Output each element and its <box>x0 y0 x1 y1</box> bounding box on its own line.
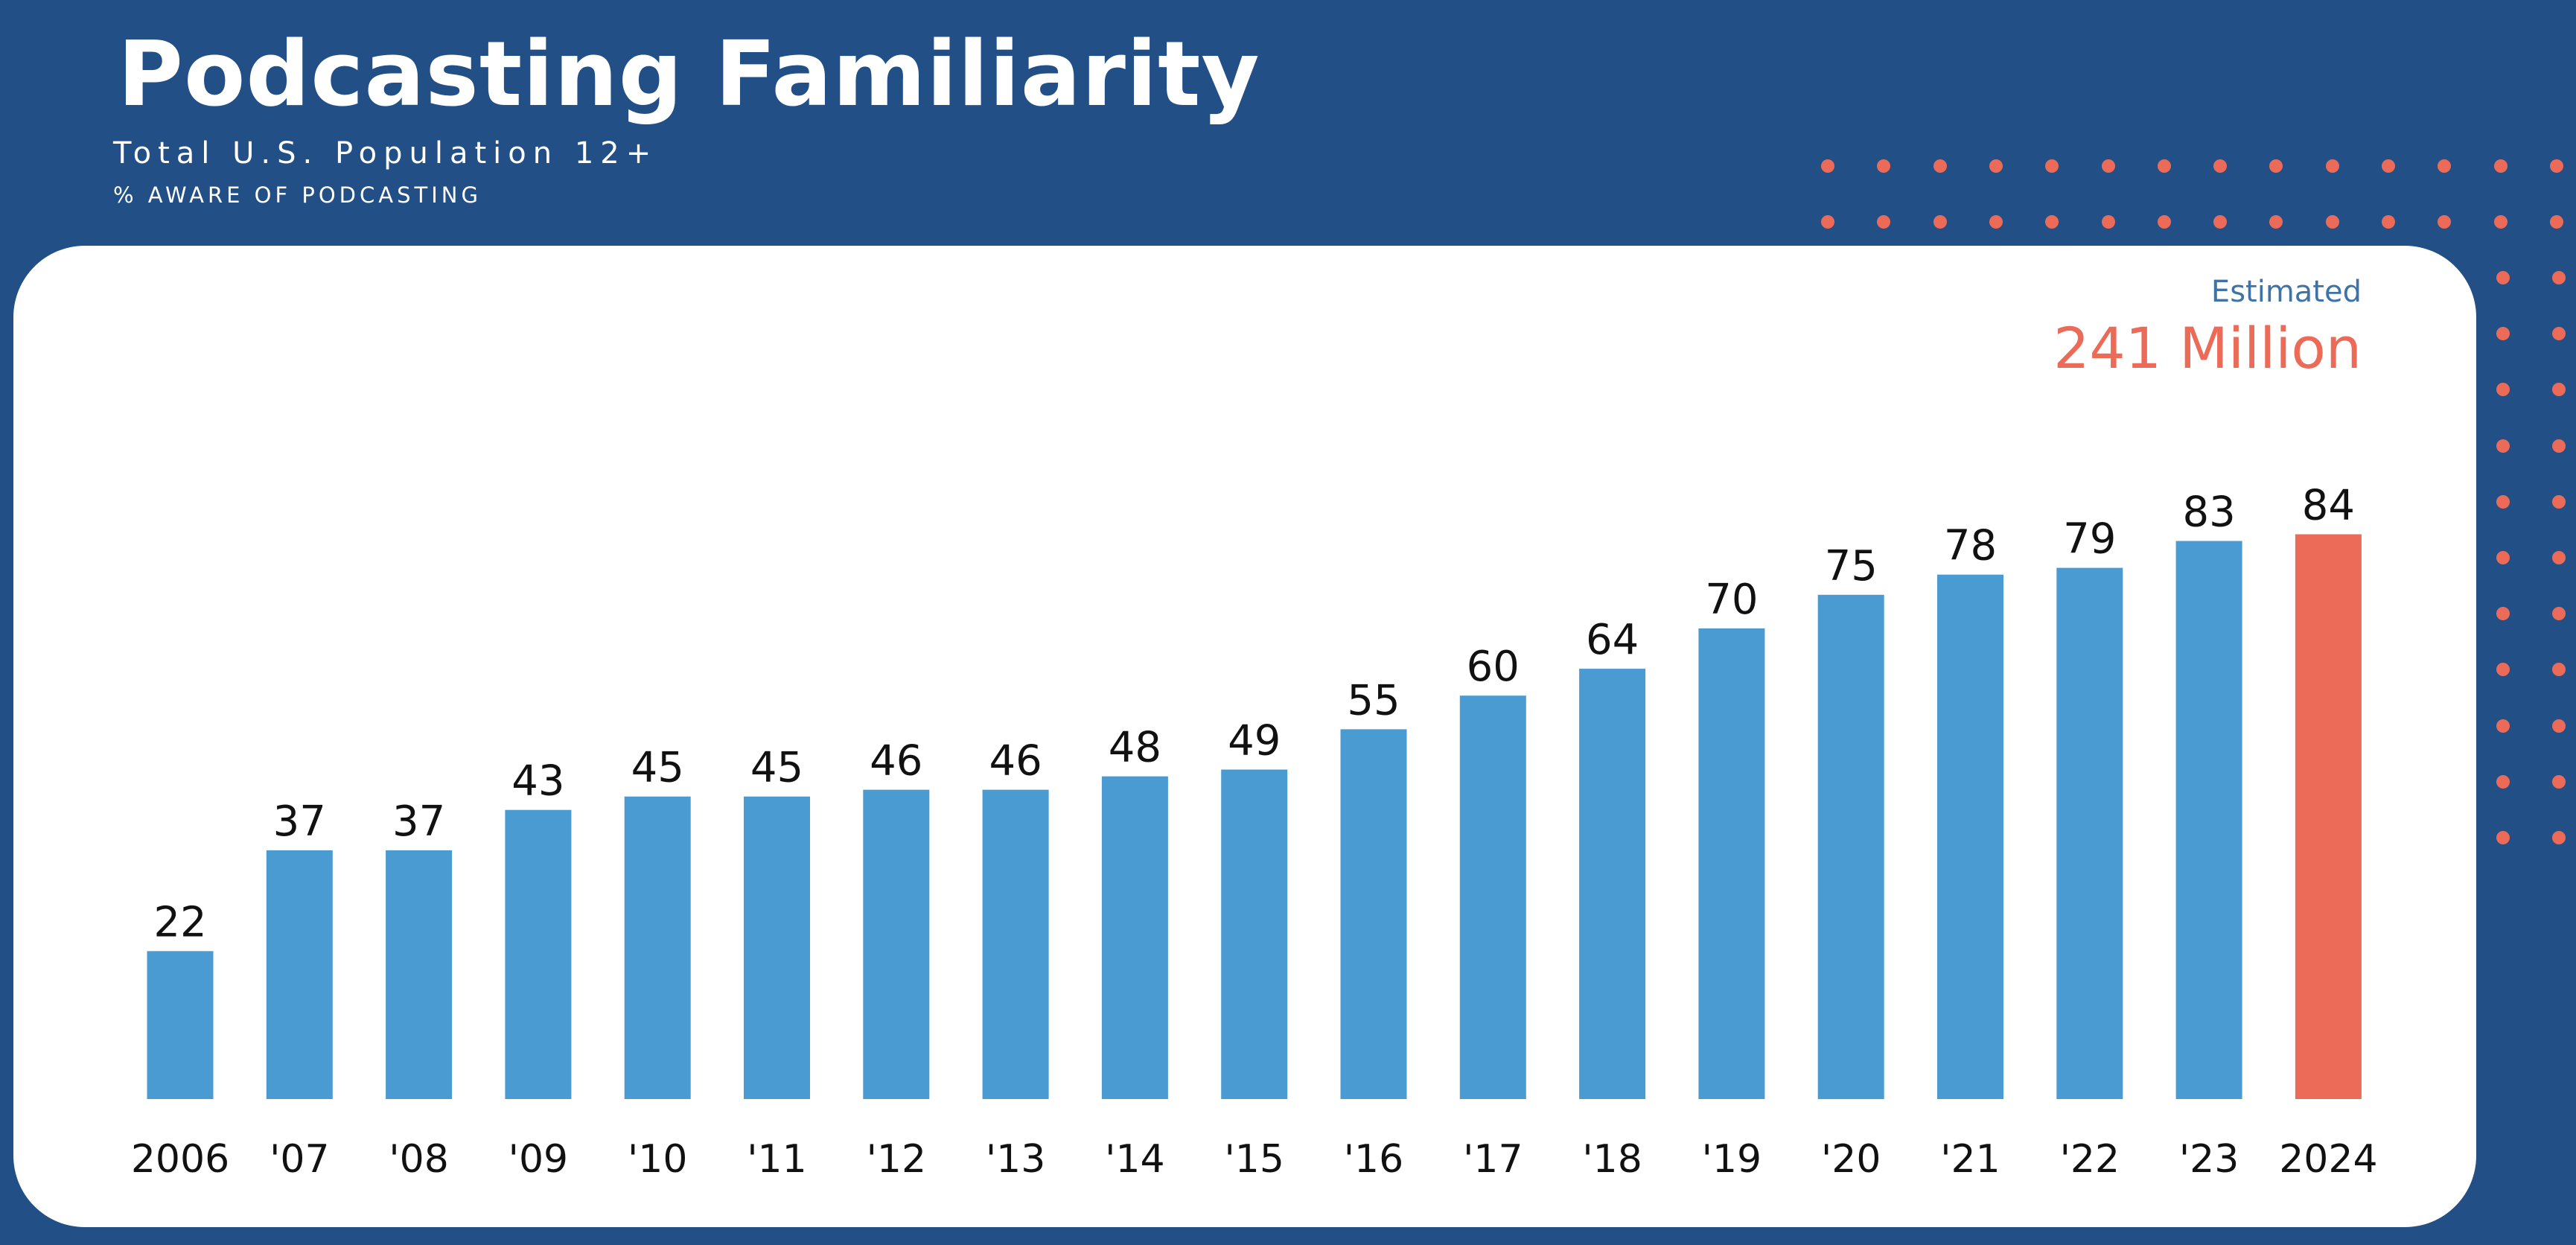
category-label: '13 <box>986 1137 1045 1182</box>
value-label: 43 <box>511 757 564 806</box>
category-label: '22 <box>2060 1137 2120 1182</box>
value-label: 22 <box>153 898 206 946</box>
population-subtitle: Total U.S. Population 12+ <box>113 136 658 171</box>
value-label: 45 <box>750 744 803 792</box>
category-label: 2006 <box>131 1137 229 1182</box>
category-label: '18 <box>1582 1137 1642 1182</box>
category-label: 2024 <box>2279 1137 2377 1182</box>
estimate-value: 241 Million <box>2053 315 2362 381</box>
category-label: '07 <box>270 1137 329 1182</box>
metric-label: % AWARE OF PODCASTING <box>113 182 482 208</box>
category-label: '15 <box>1224 1137 1284 1182</box>
bar-08 <box>386 850 453 1099</box>
estimate-label: Estimated <box>2210 275 2362 309</box>
bar-21 <box>1937 574 2003 1099</box>
value-label: 64 <box>1586 616 1639 664</box>
category-label: '08 <box>389 1137 448 1182</box>
value-label: 37 <box>392 797 445 846</box>
category-label: '11 <box>747 1137 806 1182</box>
bar-18 <box>1579 669 1646 1099</box>
category-label: '19 <box>1702 1137 1762 1182</box>
category-label: '09 <box>508 1137 568 1182</box>
bar-20 <box>1817 594 1884 1100</box>
value-label: 55 <box>1347 676 1400 725</box>
value-label: 49 <box>1228 717 1281 765</box>
value-label: 48 <box>1109 724 1161 772</box>
value-label: 37 <box>273 797 326 846</box>
bar-13 <box>982 789 1049 1099</box>
bar-2024 <box>2295 534 2362 1099</box>
bar-07 <box>266 850 333 1099</box>
value-label: 60 <box>1467 643 1520 691</box>
category-label: '16 <box>1344 1137 1403 1182</box>
bar-15 <box>1221 769 1288 1099</box>
bar-22 <box>2056 567 2123 1099</box>
bar-14 <box>1101 776 1168 1099</box>
bar-17 <box>1459 695 1526 1099</box>
value-label: 78 <box>1944 522 1997 570</box>
category-label: '17 <box>1463 1137 1523 1182</box>
bar-10 <box>624 796 691 1099</box>
value-label: 75 <box>1825 542 1878 590</box>
category-label: '12 <box>867 1137 926 1182</box>
category-label: '21 <box>1940 1137 2000 1182</box>
category-label: '10 <box>628 1137 687 1182</box>
value-label: 70 <box>1705 576 1758 624</box>
bar-23 <box>2175 541 2242 1099</box>
category-label: '23 <box>2179 1137 2239 1182</box>
bar-16 <box>1340 729 1407 1099</box>
value-label: 46 <box>870 737 922 786</box>
value-label: 45 <box>631 744 684 792</box>
bar-2006 <box>147 951 214 1099</box>
bar-12 <box>863 789 930 1099</box>
page-title: Podcasting Familiarity <box>118 23 1260 127</box>
value-label: 46 <box>989 737 1042 786</box>
value-label: 79 <box>2063 515 2116 564</box>
value-label: 84 <box>2302 482 2355 530</box>
bar-09 <box>505 809 572 1099</box>
bar-19 <box>1698 628 1765 1099</box>
category-label: '20 <box>1821 1137 1881 1182</box>
value-label: 83 <box>2182 488 2235 537</box>
category-label: '14 <box>1105 1137 1164 1182</box>
bar-11 <box>744 796 810 1099</box>
